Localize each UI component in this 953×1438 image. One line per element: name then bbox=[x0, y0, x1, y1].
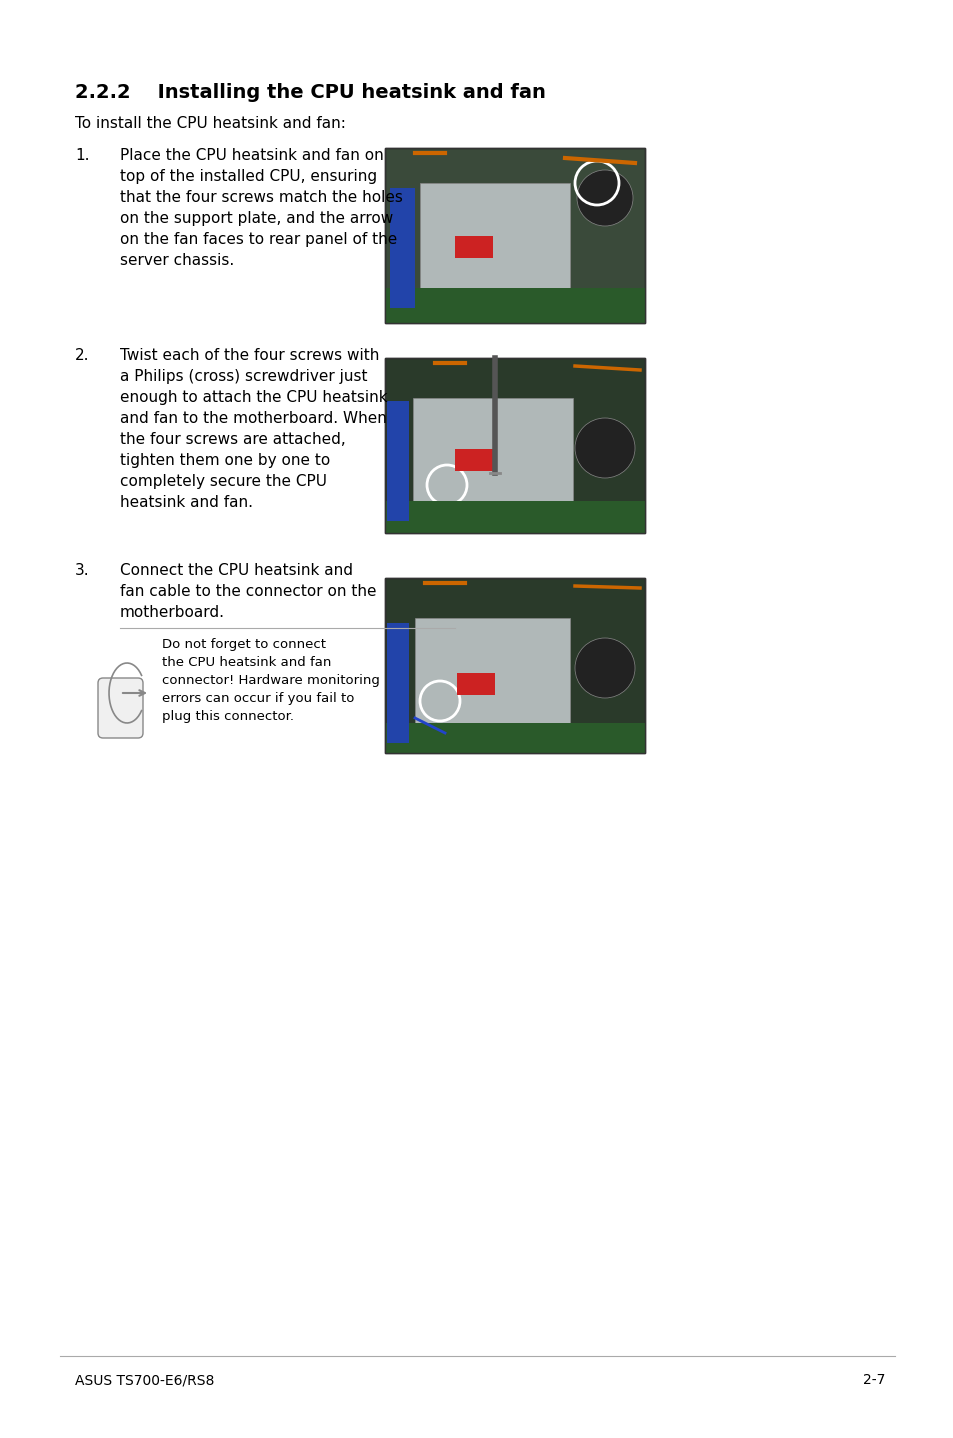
Text: To install the CPU heatsink and fan:: To install the CPU heatsink and fan: bbox=[75, 116, 346, 131]
Bar bbox=[456, 673, 495, 695]
Bar bbox=[413, 398, 573, 513]
Text: 3.: 3. bbox=[75, 564, 90, 578]
Bar bbox=[385, 500, 644, 533]
Bar bbox=[419, 183, 569, 293]
Text: Connect the CPU heatsink and
fan cable to the connector on the
motherboard.: Connect the CPU heatsink and fan cable t… bbox=[120, 564, 376, 620]
Bar bbox=[387, 401, 409, 521]
Bar bbox=[390, 188, 415, 308]
Text: Twist each of the four screws with
a Philips (cross) screwdriver just
enough to : Twist each of the four screws with a Phi… bbox=[120, 348, 387, 510]
Bar bbox=[385, 578, 644, 754]
Bar bbox=[415, 618, 569, 728]
Bar bbox=[385, 358, 644, 533]
Text: Place the CPU heatsink and fan on
top of the installed CPU, ensuring
that the fo: Place the CPU heatsink and fan on top of… bbox=[120, 148, 402, 267]
Bar bbox=[385, 723, 644, 754]
Bar bbox=[385, 358, 644, 533]
Text: 2.2.2    Installing the CPU heatsink and fan: 2.2.2 Installing the CPU heatsink and fa… bbox=[75, 83, 545, 102]
Circle shape bbox=[575, 638, 635, 697]
Circle shape bbox=[577, 170, 633, 226]
Bar bbox=[385, 578, 644, 754]
Text: ASUS TS700-E6/RS8: ASUS TS700-E6/RS8 bbox=[75, 1373, 214, 1388]
Bar bbox=[385, 288, 644, 324]
Text: 1.: 1. bbox=[75, 148, 90, 162]
Text: 2-7: 2-7 bbox=[862, 1373, 884, 1388]
Bar bbox=[455, 236, 493, 257]
Bar bbox=[455, 449, 493, 472]
FancyBboxPatch shape bbox=[98, 677, 143, 738]
Text: 2.: 2. bbox=[75, 348, 90, 362]
Text: Do not forget to connect
the CPU heatsink and fan
connector! Hardware monitoring: Do not forget to connect the CPU heatsin… bbox=[162, 638, 379, 723]
Bar bbox=[387, 623, 409, 743]
Bar bbox=[385, 148, 644, 324]
Bar bbox=[385, 148, 644, 324]
Circle shape bbox=[575, 418, 635, 477]
